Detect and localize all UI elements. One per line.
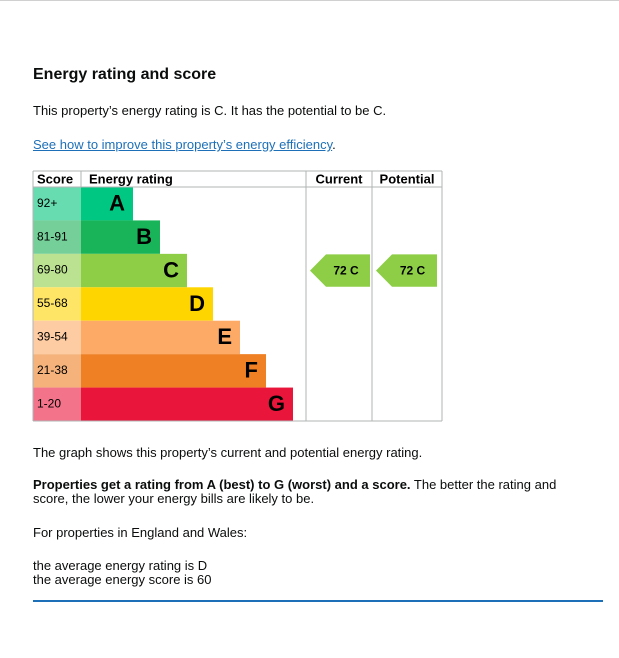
title: Energy rating and score [33,66,217,83]
band-letter: A [109,191,125,216]
band-letter: G [268,391,285,416]
band-score: 69-80 [37,263,68,277]
band-bar [81,187,133,221]
region: For properties in England and Wales: [33,525,248,540]
average-score: the average energy score is 60 [33,572,212,587]
band-letter: C [163,257,179,282]
band-score: 1-20 [37,396,61,410]
score-cell [33,287,81,321]
header: Current [316,171,364,186]
score-cell [33,387,81,421]
score-cell [33,354,81,388]
score-cell [33,320,81,355]
band-bar [81,387,293,421]
header: Energy rating [89,171,173,186]
link-line: See how to improve this property’s energ… [33,137,336,152]
score-cell [33,220,81,254]
improve-link[interactable]: See how to improve this property’s energ… [33,137,333,152]
band-bar [81,253,187,288]
epc-table: 92+ A 81-91 B 69-80 C 55-68 D 39-54 E 21-38 F 1-20 G S… [32,170,443,422]
score-cell [33,187,81,221]
band-score: 21-38 [37,363,68,377]
band-score: 81-91 [37,229,68,243]
potential-arrow [376,254,437,287]
average-rating: the average energy rating is D [33,558,208,573]
band-bar [81,287,213,321]
header: Score [37,171,73,186]
band-bar [81,354,266,388]
score-cell [33,253,81,288]
band-bar [81,320,240,355]
band-score: 39-54 [37,330,68,344]
divider [33,600,603,602]
ratings-text: Properties get a rating from A (best) to… [33,478,593,506]
header: Potential [380,171,435,186]
band-score: 55-68 [37,296,68,310]
intro: This property’s energy rating is C. It h… [33,103,387,118]
ratings-rest: The better the rating and score, the low… [33,477,557,506]
link-after: . [332,137,336,152]
potential-label: 72 C [400,264,426,278]
current-label: 72 C [333,264,359,278]
graph-note: The graph shows this property’s current … [33,445,423,460]
ratings-bold: Properties get a rating from A (best) to… [33,477,411,492]
band-score: 92+ [37,196,57,210]
band-letter: D [189,291,205,316]
band-letter: F [245,358,258,383]
band-letter: B [136,224,152,249]
band-letter: E [217,324,232,349]
current-arrow [310,254,370,287]
band-bar [81,220,160,254]
